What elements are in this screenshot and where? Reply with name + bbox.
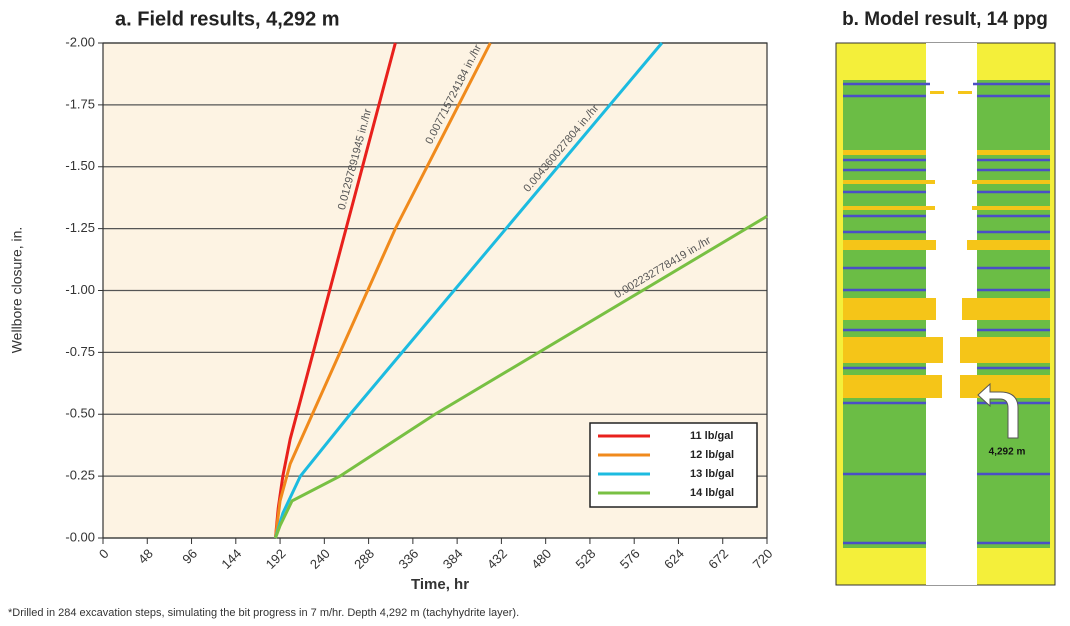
y-tick-label: -0.50 [65, 406, 95, 421]
y-tick-label: -1.50 [65, 158, 95, 173]
legend-label: 11 lb/gal [690, 430, 733, 442]
x-tick-label: 528 [573, 546, 599, 572]
y-tick-label: -0.25 [65, 468, 95, 483]
x-tick-label: 624 [661, 546, 687, 572]
y-tick-label: -1.00 [65, 282, 95, 297]
x-tick-label: 576 [617, 546, 643, 572]
page: a. Field results, 4,292 m Wellbore closu… [0, 0, 1070, 626]
x-axis-label: Time, hr [411, 576, 469, 593]
x-tick-label: 384 [440, 546, 466, 572]
y-tick-label: -2.00 [65, 34, 95, 49]
y-tick-label: -1.75 [65, 96, 95, 111]
depth-label: 4,292 m [989, 447, 1026, 458]
y-axis-label: Wellbore closure, in. [9, 227, 25, 354]
x-tick-label: 144 [218, 546, 244, 572]
x-tick-label: 720 [750, 546, 776, 572]
legend-label: 12 lb/gal [690, 449, 734, 461]
model-title: b. Model result, 14 ppg [842, 9, 1048, 30]
x-tick-label: 480 [528, 546, 554, 572]
x-tick-label: 336 [395, 546, 421, 572]
legend-label: 14 lb/gal [690, 487, 734, 499]
y-tick-label: -1.25 [65, 220, 95, 235]
x-tick-label: 96 [179, 546, 200, 567]
figure: a. Field results, 4,292 m Wellbore closu… [0, 0, 1070, 626]
x-tick-label: 288 [351, 546, 377, 572]
legend-label: 13 lb/gal [690, 468, 734, 480]
y-tick-label: -0.75 [65, 344, 95, 359]
x-tick-label: 672 [705, 546, 731, 572]
x-tick-label: 240 [307, 546, 333, 572]
chart-title: a. Field results, 4,292 m [115, 8, 340, 30]
x-tick-label: 48 [135, 546, 156, 567]
y-tick-label: -0.00 [65, 529, 95, 544]
x-tick-label: 192 [263, 546, 289, 572]
x-tick-label: 0 [96, 546, 112, 562]
model-panel: b. Model result, 14 ppg [836, 9, 1055, 585]
x-tick-label: 432 [484, 546, 510, 572]
footnote: *Drilled in 284 excavation steps, simula… [8, 607, 519, 619]
legend: 11 lb/gal 12 lb/gal 13 lb/gal 14 lb/gal [590, 423, 757, 507]
